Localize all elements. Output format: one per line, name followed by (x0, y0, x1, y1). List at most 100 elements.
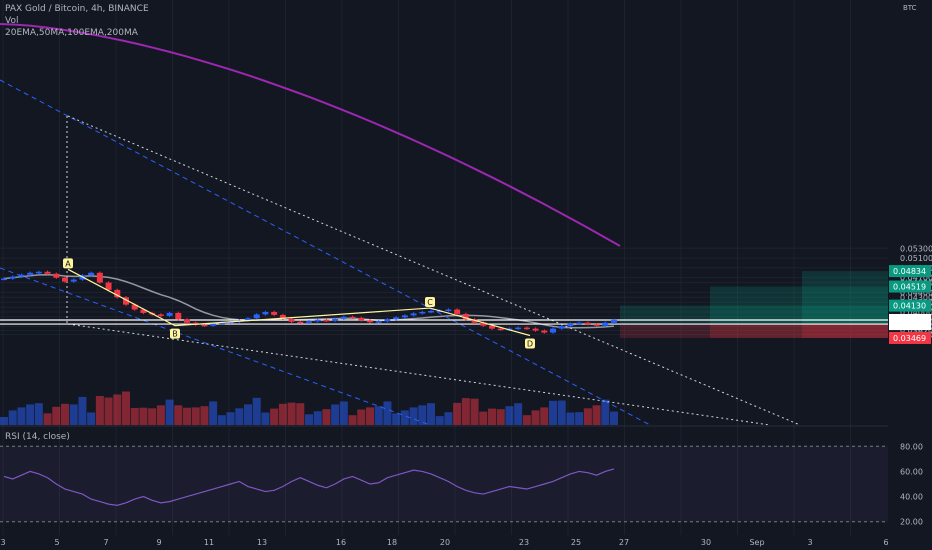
time-tick-12: 30 (701, 538, 711, 547)
pattern-point-c-label: C (427, 298, 433, 307)
volume-bar-21 (183, 407, 191, 425)
time-tick-4: 11 (204, 538, 214, 547)
volume-bar-52 (453, 402, 462, 425)
volume-bar-26 (226, 412, 235, 425)
candle-body-16 (140, 309, 147, 313)
candle-body-18 (157, 314, 164, 316)
candle-body-3 (27, 272, 34, 275)
volume-bar-22 (191, 407, 200, 425)
ma-200-line (0, 23, 621, 247)
candle-body-60 (523, 327, 530, 330)
candle-body-23 (201, 324, 208, 327)
candle-body-61 (532, 328, 539, 331)
moving-averages (0, 23, 621, 329)
volume-bar-42 (366, 407, 374, 425)
symbol-legend[interactable]: PAX Gold / Bitcoin, 4h, BINANCE (5, 4, 149, 14)
candle-body-68 (593, 324, 600, 326)
candle-body-59 (515, 327, 522, 330)
volume-bar-51 (444, 412, 453, 425)
candle-body-37 (323, 319, 330, 322)
candle-body-25 (218, 322, 225, 325)
candle-body-7 (62, 277, 68, 282)
candle-body-66 (576, 322, 583, 325)
volume-bar-6 (52, 406, 61, 425)
price-tag-bg-5 (889, 331, 931, 344)
candle-body-65 (567, 323, 574, 327)
rsi-legend[interactable]: RSI (14, close) (5, 432, 70, 442)
candle-body-45 (393, 317, 400, 320)
volume-bar-11 (95, 396, 104, 425)
price-tag-bg-2 (889, 299, 931, 312)
candle-body-24 (210, 323, 217, 326)
candle-body-0 (1, 278, 7, 281)
volume-bar-56 (488, 408, 496, 425)
volume-bar-9 (78, 396, 87, 425)
volume-bar-2 (17, 407, 26, 425)
candle-body-29 (253, 314, 260, 319)
pattern-point-c-marker (425, 297, 435, 308)
candle-body-31 (271, 311, 278, 315)
price-tag-5: 0.03469 (893, 334, 926, 343)
candle-body-15 (131, 304, 138, 310)
time-tick-5: 13 (257, 538, 267, 547)
volume-bar-7 (61, 403, 69, 425)
volume-bar-50 (435, 416, 444, 425)
candle-body-49 (428, 310, 434, 313)
candle-body-69 (602, 322, 609, 326)
time-tick-8: 20 (440, 538, 450, 547)
pattern-point-b-label: B (172, 330, 178, 339)
volume-bar-41 (357, 409, 366, 425)
stop-zone-1 (710, 324, 888, 338)
abcd-pattern[interactable]: A B C D (63, 258, 535, 349)
volume-bar-34 (296, 403, 305, 425)
volume-bar-36 (313, 411, 322, 425)
price-axis[interactable]: 0.053000.051000.049000.047000.046000.044… (888, 0, 932, 550)
candle-body-32 (279, 314, 286, 319)
volume-bar-13 (113, 394, 122, 425)
candle-body-11 (96, 272, 103, 283)
candle-body-39 (340, 316, 347, 319)
volume-bar-27 (235, 408, 244, 425)
candle-body-19 (166, 312, 173, 316)
volume-bar-53 (461, 398, 470, 425)
pattern-point-d-label: D (527, 339, 533, 348)
volume-bar-70 (610, 411, 618, 425)
candle-body-10 (88, 272, 95, 276)
rsi-pane (0, 445, 888, 523)
time-tick-2: 7 (103, 538, 108, 547)
candle-body-20 (175, 312, 182, 320)
time-tick-9: 23 (519, 538, 529, 547)
time-tick-10: 25 (571, 538, 581, 547)
volume-bar-64 (557, 400, 566, 425)
volume-bar-37 (322, 409, 331, 425)
candle-body-43 (375, 321, 382, 323)
volume-bar-68 (592, 405, 601, 425)
time-tick-13: Sep (749, 538, 764, 547)
rsi-tick-3: 20.00 (900, 518, 923, 527)
volume-bar-54 (470, 398, 479, 425)
time-axis[interactable]: 3 5 7 9 11 13 16 18 20 23 25 27 30 Sep 3 6 (0, 538, 888, 547)
volume-legend[interactable]: Vol (5, 16, 19, 26)
candle-body-28 (245, 318, 251, 321)
price-tag-bg-4 (889, 318, 931, 331)
abcd-path (67, 268, 531, 337)
candle-body-2 (18, 274, 25, 277)
stop-zone-2 (802, 324, 888, 338)
ma-legend[interactable]: 20EMA,50MA,100EMA,200MA (5, 28, 138, 38)
volume-bars (0, 391, 618, 425)
rsi-line (3, 468, 615, 506)
volume-bar-63 (549, 400, 557, 425)
time-tick-0: 3 (0, 538, 5, 547)
volume-bar-19 (165, 399, 174, 425)
time-tick-7: 18 (387, 538, 397, 547)
horizontal-levels[interactable] (0, 319, 888, 325)
time-tick-14: 3 (807, 538, 812, 547)
rsi-tick-2: 40.00 (900, 493, 923, 502)
candle-body-14 (123, 297, 129, 305)
volume-bar-24 (209, 401, 218, 425)
volume-bar-32 (278, 403, 287, 425)
candle-body-42 (367, 320, 373, 323)
candle-body-67 (584, 322, 591, 325)
pattern-point-a-label: A (65, 259, 71, 268)
